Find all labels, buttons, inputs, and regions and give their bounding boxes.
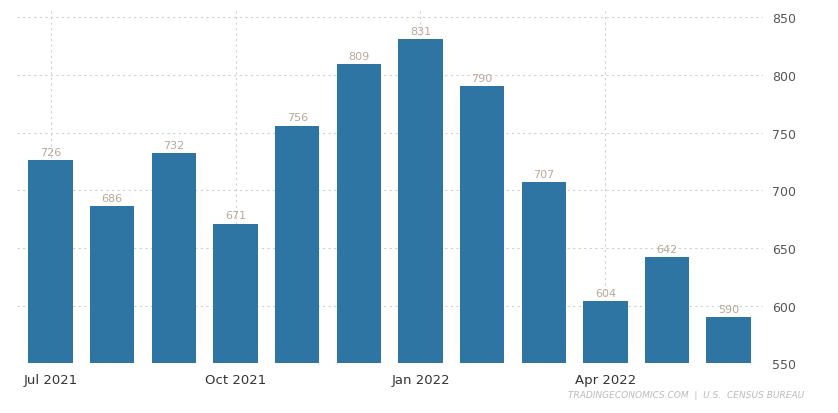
Text: 604: 604 <box>595 288 616 298</box>
Text: 790: 790 <box>472 74 493 84</box>
Text: 642: 642 <box>656 244 678 254</box>
Bar <box>460 87 504 363</box>
Bar <box>706 318 751 363</box>
Bar <box>91 207 134 363</box>
Text: TRADINGECONOMICS.COM  |  U.S.  CENSUS BUREAU: TRADINGECONOMICS.COM | U.S. CENSUS BUREA… <box>568 389 804 399</box>
Bar <box>645 258 689 363</box>
Bar <box>398 40 442 363</box>
Bar <box>337 65 381 363</box>
Text: 726: 726 <box>40 147 61 157</box>
Text: 686: 686 <box>101 193 123 204</box>
Bar <box>152 154 196 363</box>
Text: 671: 671 <box>225 211 246 221</box>
Text: 590: 590 <box>718 304 739 314</box>
Bar <box>275 126 319 363</box>
Text: 707: 707 <box>533 169 555 179</box>
Text: 831: 831 <box>410 26 431 37</box>
Bar <box>214 224 258 363</box>
Text: 809: 809 <box>349 52 370 62</box>
Bar <box>28 161 73 363</box>
Text: 756: 756 <box>287 113 308 123</box>
Bar <box>521 183 566 363</box>
Text: 732: 732 <box>163 140 184 150</box>
Bar <box>583 301 628 363</box>
